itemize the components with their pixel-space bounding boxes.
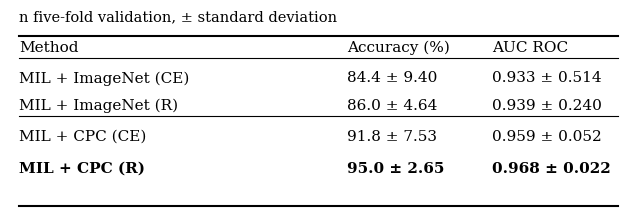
Text: Accuracy (%): Accuracy (%) [347,40,449,55]
Text: 0.968 ± 0.022: 0.968 ± 0.022 [492,162,611,176]
Text: MIL + CPC (CE): MIL + CPC (CE) [19,130,147,144]
Text: MIL + CPC (R): MIL + CPC (R) [19,162,145,176]
Text: n five-fold validation, ± standard deviation: n five-fold validation, ± standard devia… [19,11,337,25]
Text: 91.8 ± 7.53: 91.8 ± 7.53 [347,130,436,144]
Text: 0.933 ± 0.514: 0.933 ± 0.514 [492,71,602,85]
Text: 86.0 ± 4.64: 86.0 ± 4.64 [347,99,437,113]
Text: 84.4 ± 9.40: 84.4 ± 9.40 [347,71,437,85]
Text: Method: Method [19,41,79,55]
Text: AUC ROC: AUC ROC [492,41,568,55]
Text: 0.939 ± 0.240: 0.939 ± 0.240 [492,99,602,113]
Text: 0.959 ± 0.052: 0.959 ± 0.052 [492,130,602,144]
Text: 95.0 ± 2.65: 95.0 ± 2.65 [347,162,444,176]
Text: MIL + ImageNet (CE): MIL + ImageNet (CE) [19,71,189,86]
Text: MIL + ImageNet (R): MIL + ImageNet (R) [19,99,178,113]
